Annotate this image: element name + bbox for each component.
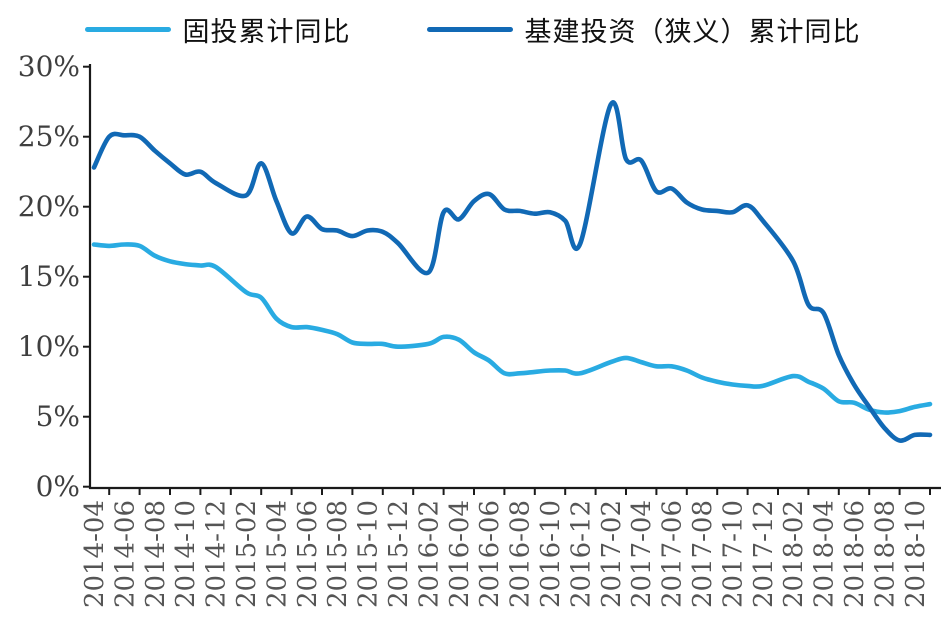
x-tick-label: 2018-08 [870,500,900,608]
legend-swatch-infra [426,27,513,32]
y-tick-label: 20% [18,190,80,223]
legend-item-fai: 固投累计同比 [84,10,351,49]
x-tick-label: 2018-06 [840,500,870,608]
x-tick-label: 2016-06 [475,500,505,608]
x-tick-label: 2017-12 [749,500,779,608]
x-axis-labels: 2014-04 2014-06 2014-08 2014-10 2014-12 2015-… [80,488,931,608]
x-tick-label: 2015-02 [232,500,262,608]
x-tick-label: 2014-12 [202,500,232,608]
legend-swatch-fai [84,27,171,32]
series-line-2 [91,100,933,443]
legend: 固投累计同比 基建投资（狭义）累计同比 [0,10,945,49]
x-tick-label: 2014-04 [80,500,110,608]
x-tick-label: 2014-06 [110,500,140,608]
x-tick-label: 2016-10 [536,500,566,608]
y-tick-label: 10% [18,330,80,363]
y-tick-label: 5% [36,400,80,433]
y-axis-labels: 0% 5% 10% 15% 20% 25% 30% [18,50,90,503]
x-tick-label: 2015-10 [354,500,384,608]
x-tick-label: 2018-04 [810,500,840,608]
x-tick-label: 2015-12 [384,500,414,608]
x-tick-label: 2017-02 [597,500,627,608]
x-tick-label: 2017-08 [688,500,718,608]
y-tick-label: 25% [18,120,80,153]
x-tick-label: 2014-08 [141,500,171,608]
y-tick-label: 15% [18,260,80,293]
x-tick-label: 2016-02 [414,500,444,608]
legend-label-infra: 基建投资（狭义）累计同比 [524,17,861,48]
x-tick-label: 2017-10 [718,500,748,608]
x-tick-label: 2016-04 [445,500,475,608]
series-line-1 [91,242,933,415]
x-tick-label: 2016-12 [566,500,596,608]
x-tick-label: 2015-04 [262,500,292,608]
x-tick-label: 2015-06 [293,500,323,608]
x-tick-label: 2017-06 [658,500,688,608]
legend-item-infra: 基建投资（狭义）累计同比 [426,10,861,49]
x-tick-label: 2017-04 [627,500,657,608]
x-tick-label: 2015-08 [323,500,353,608]
x-tick-label: 2018-02 [779,500,809,608]
y-tick-label: 30% [18,50,80,83]
x-tick-label: 2016-08 [506,500,536,608]
x-tick-label: 2014-10 [171,500,201,608]
x-tick-label: 2018-10 [901,500,931,608]
y-tick-label: 0% [36,470,80,503]
legend-label-fai: 固投累计同比 [182,17,351,48]
